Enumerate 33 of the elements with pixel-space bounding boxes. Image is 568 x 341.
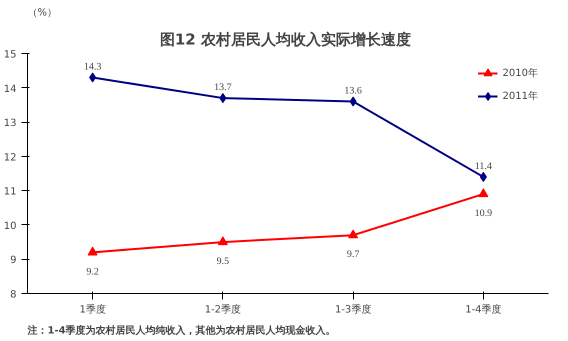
- point: [88, 246, 98, 256]
- text: 注：1-4季度为农村居民人均纯收入，其他为农村居民人均现金收入。: [26, 324, 336, 336]
- point: [348, 230, 358, 238]
- y-tick-label: 10: [4, 220, 17, 232]
- data-label: 10.9: [474, 208, 492, 220]
- point: [219, 93, 226, 104]
- x-tick-label: 1-2季度: [204, 304, 242, 316]
- data-label: 11.4: [474, 160, 492, 172]
- point: [480, 172, 487, 182]
- data-label: 9.5: [216, 256, 230, 268]
- y-tick-label: 15: [4, 50, 17, 60]
- y-tick-label: 9: [10, 255, 17, 266]
- point: [218, 236, 228, 246]
- data-label: 13.7: [214, 82, 232, 94]
- data-label: 13.6: [344, 86, 362, 96]
- point: [350, 96, 357, 106]
- point: [89, 72, 96, 82]
- chart-title: 图12 农村居民人均收入实际增长速度: [160, 30, 411, 48]
- y-tick-label: 14: [4, 84, 17, 95]
- x-tick-label: 1-3季度: [334, 304, 372, 316]
- y-tick-label: 11: [4, 186, 17, 198]
- data-label: 9.2: [86, 266, 99, 278]
- x-tick-label: 1-4季度: [465, 304, 502, 316]
- y-axis-title: （%）: [28, 8, 58, 18]
- y-tick-label: 8: [10, 290, 17, 300]
- legend-label: 2010年: [502, 67, 538, 80]
- x-tick-label: 1季度: [79, 304, 106, 316]
- y-tick-label: 13: [4, 118, 17, 130]
- data-label: 14.3: [84, 62, 102, 72]
- y-tick-label: 12: [4, 152, 17, 164]
- data-label: 9.7: [346, 249, 360, 260]
- point: [478, 188, 488, 198]
- legend-label: 2011年: [502, 90, 538, 103]
